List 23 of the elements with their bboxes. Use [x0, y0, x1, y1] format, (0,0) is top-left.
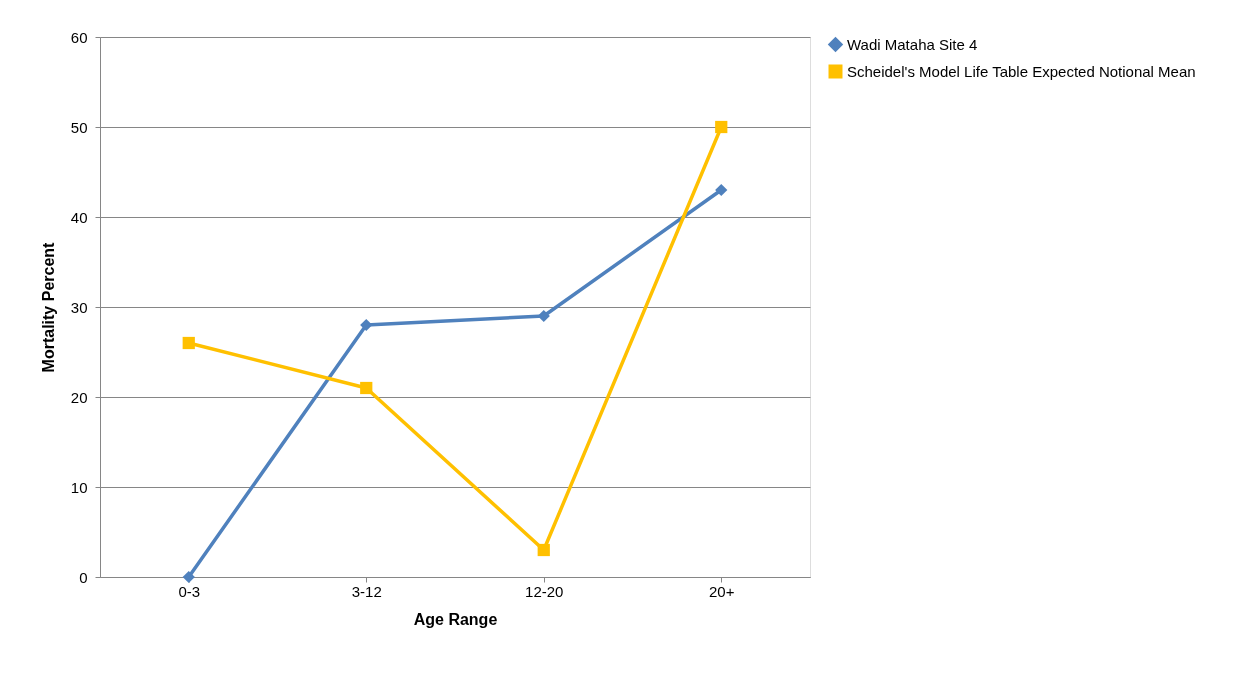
- point: [360, 318, 373, 332]
- x-tick-label: 20+: [709, 582, 735, 600]
- y-tick-label: 20: [70, 388, 88, 406]
- x-tick-label: 12-20: [525, 582, 564, 600]
- point: [182, 336, 195, 350]
- legend-label: Wadi Mataha Site 4: [847, 35, 978, 53]
- point: [715, 183, 728, 197]
- y-axis-title: Mortality Percent: [39, 241, 57, 373]
- y-tick-label: 10: [70, 478, 88, 496]
- point: [182, 570, 195, 584]
- y-tick-label: 30: [70, 298, 88, 316]
- point: [360, 381, 373, 395]
- y-tick-label: 50: [70, 118, 88, 136]
- point: [537, 543, 550, 557]
- point: [537, 309, 550, 323]
- x-tick-label: 0-3: [178, 582, 201, 600]
- point: [715, 120, 728, 134]
- y-tick-label: 40: [70, 208, 88, 226]
- x-tick-label: 3-12: [351, 582, 382, 600]
- legend-label: Scheidel's Model Life Table Expected Notional Mean: [847, 62, 1196, 80]
- y-tick-label: 60: [70, 28, 88, 46]
- x-axis-title: Age Range: [413, 610, 498, 628]
- y-tick-label: 0: [79, 568, 88, 586]
